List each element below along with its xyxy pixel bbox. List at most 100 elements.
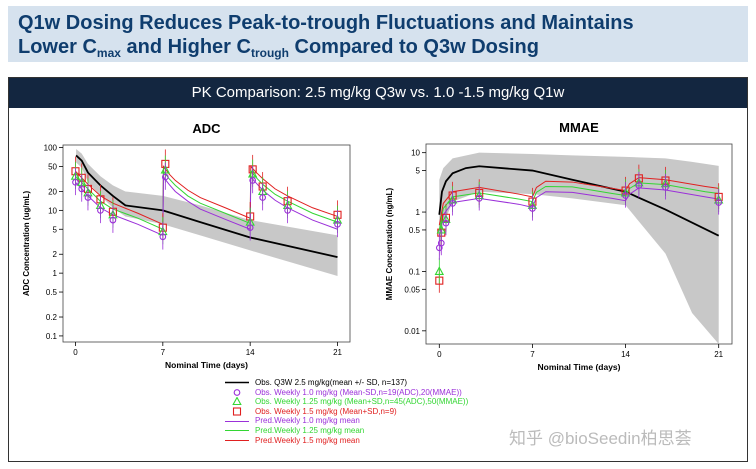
legend-label: Pred.Weekly 1.5 mg/kg mean: [255, 435, 360, 445]
mmae-obs-weekly-1-0-mg-kg-point: [622, 192, 629, 199]
legend-marker-swatch: [232, 407, 242, 416]
adc-y-tick-label: 50: [48, 162, 57, 171]
adc-obs-weekly-1-0-mg-kg-point: [78, 185, 86, 193]
adc-line-pred-weekly-1-0-mg-kg-mean: [75, 175, 338, 237]
adc-obs-weekly-1-0-mg-kg-point: [84, 194, 92, 201]
legend-marker-swatch: [232, 397, 242, 406]
mmae-line-obs-q3w-2-5-mg-kg: [438, 165, 720, 237]
legend-symbol: [233, 389, 241, 396]
mmae-obs-weekly-1-0-mg-kg-point: [437, 239, 445, 247]
mmae-obs-weekly-1-0-mg-kg-point: [449, 200, 456, 207]
adc-x-tick-label: 21: [333, 348, 342, 357]
mmae-x-tick-label: 21: [714, 350, 723, 359]
mmae-y-tick-label: 0.5: [409, 226, 421, 235]
legend-symbol: [232, 397, 242, 406]
adc-y-tick-label: 20: [48, 187, 57, 196]
mmae-y-tick-label: 10: [411, 149, 420, 158]
chart-legend: Obs. Q3W 2.5 mg/kg(mean +/- SD, n=137) Ob…: [225, 378, 468, 445]
adc-x-tick-label: 14: [246, 348, 255, 357]
mmae-obs-weekly-1-0-mg-kg-point: [475, 195, 483, 202]
adc-obs-weekly-1-0-mg-kg-point: [259, 194, 267, 201]
mmae-x-tick-label: 7: [530, 350, 535, 359]
title-text-b: and Higher C: [120, 36, 251, 58]
slide-title: Q1w Dosing Reduces Peak-to-trough Fluctu…: [18, 11, 634, 65]
title-line-1: Q1w Dosing Reduces Peak-to-trough Fluctu…: [18, 12, 634, 34]
legend-symbol: [225, 381, 249, 384]
adc-y-axis-label: ADC Concentration (ug/mL): [22, 191, 31, 297]
adc-obs-weekly-1-0-mg-kg-point: [284, 207, 291, 214]
adc-y-tick-label: 0.1: [46, 332, 58, 341]
mmae-chart-title: MMAE: [559, 120, 599, 135]
legend-entry: Obs. Weekly 1.0 mg/kg (Mean-SD,n=19(ADC)…: [225, 388, 468, 398]
adc-chart: 0 7 14 21 0.1 0.2 0.5 1 2 5 10 20 50 100 ADC Nominal Ti…: [22, 121, 351, 370]
adc-y-tick-label: 1: [53, 269, 58, 278]
adc-x-axis-label: Nominal Time (days): [165, 360, 248, 370]
panel-title: PK Comparison: 2.5 mg/kg Q3w vs. 1.0 -1.…: [9, 78, 747, 108]
mmae-y-tick-label: 0.1: [409, 267, 421, 276]
adc-obs-weekly-1-0-mg-kg-point: [246, 224, 254, 232]
mmae-obs-weekly-1-25-mg-kg-point: [434, 266, 445, 275]
adc-x-tick-label: 0: [73, 348, 78, 357]
legend-symbol: [225, 430, 249, 432]
adc-obs-weekly-1-0-mg-kg-point: [334, 220, 341, 228]
mmae-q3w-sd-band: [439, 152, 719, 344]
adc-obs-weekly-1-0-mg-kg-point: [72, 178, 79, 186]
legend-symbol: [225, 439, 249, 441]
mmae-obs-weekly-1-0-mg-kg-point: [442, 219, 450, 227]
mmae-chart: 0 7 14 21 0.01 0.05 0.1 0.5 1 5 10 MMAE Nominal Time…: [385, 120, 733, 372]
legend-label: Obs. Weekly 1.25 mg/kg (Mean+SD,n=45(ADC…: [255, 397, 469, 407]
mmae-y-tick-label: 0.05: [404, 285, 420, 294]
mmae-line-pred-weekly-1-25-mg-kg-mean: [438, 182, 719, 231]
watermark: 知乎 @bioSeedin柏思荟: [509, 429, 692, 448]
legend-entry: Pred.Weekly 1.5 mg/kg mean: [225, 436, 468, 446]
legend-label: Pred.Weekly 1.25 mg/kg mean: [255, 425, 365, 435]
title-text-c: Compared to Q3w Dosing: [288, 36, 539, 58]
mmae-line-pred-weekly-1-5-mg-kg-mean: [438, 177, 719, 226]
adc-x-tick-label: 7: [161, 348, 166, 357]
title-bar: Q1w Dosing Reduces Peak-to-trough Fluctu…: [8, 6, 748, 62]
mmae-x-axis-label: Nominal Time (days): [538, 362, 621, 372]
adc-obs-weekly-1-0-mg-kg-point: [97, 207, 104, 214]
adc-obs-weekly-1-0-mg-kg-point: [159, 233, 167, 241]
legend-symbol: [232, 407, 242, 416]
adc-line-pred-weekly-1-25-mg-kg-mean: [75, 169, 338, 231]
title-text-a: Lower C: [18, 36, 97, 58]
mmae-x-tick-label: 0: [437, 350, 442, 359]
adc-obs-weekly-1-0-mg-kg-point: [109, 216, 117, 224]
mmae-y-axis-label: MMAE Concentration (ng/mL): [385, 187, 394, 300]
legend-entry: Obs. Weekly 1.5 mg/kg (Mean+SD,n=9): [225, 407, 468, 417]
adc-y-tick-label: 5: [53, 225, 58, 234]
adc-q3w-sd-band: [76, 148, 338, 277]
legend-label: Obs. Weekly 1.0 mg/kg (Mean-SD,n=19(ADC)…: [255, 387, 462, 397]
adc-line-obs-q3w-2-5-mg-kg: [75, 154, 338, 258]
mmae-obs-weekly-1-0-mg-kg-point: [529, 205, 536, 212]
adc-chart-title: ADC: [192, 121, 221, 136]
legend-entry: Pred.Weekly 1.25 mg/kg mean: [225, 426, 468, 436]
legend-entry: Obs. Weekly 1.25 mg/kg (Mean+SD,n=45(ADC…: [225, 397, 468, 407]
legend-label: Obs. Q3W 2.5 mg/kg(mean +/- SD, n=137): [255, 378, 408, 387]
mmae-obs-weekly-1-0-mg-kg-point: [715, 199, 723, 206]
adc-line-pred-weekly-1-5-mg-kg-mean: [75, 165, 338, 226]
legend-label: Pred.Weekly 1.0 mg/kg mean: [255, 416, 360, 426]
legend-label: Obs. Weekly 1.5 mg/kg (Mean+SD,n=9): [255, 406, 397, 416]
adc-plot-area: [70, 148, 343, 277]
legend-marker-swatch: [233, 389, 241, 396]
title-sub-max: max: [96, 46, 121, 60]
legend-entry: Obs. Q3W 2.5 mg/kg(mean +/- SD, n=137): [225, 378, 468, 388]
mmae-line-pred-weekly-1-0-mg-kg-mean: [438, 187, 719, 236]
legend-symbol: [225, 420, 249, 422]
adc-y-tick-label: 100: [44, 144, 58, 153]
mmae-plot-area: [434, 152, 724, 344]
title-line-2: Lower Cmax and Higher Ctrough Compared t…: [18, 35, 634, 65]
legend-entry: Pred.Weekly 1.0 mg/kg mean: [225, 416, 468, 426]
mmae-y-tick-label: 5: [416, 167, 421, 176]
mmae-obs-weekly-1-0-mg-kg-point: [662, 184, 669, 191]
adc-obs-weekly-1-0-mg-kg-point: [161, 173, 169, 181]
title-sub-trough: trough: [250, 46, 289, 60]
adc-y-tick-label: 0.2: [46, 313, 58, 322]
adc-y-tick-label: 2: [53, 250, 58, 259]
adc-obs-weekly-1-0-mg-kg-point: [249, 177, 257, 184]
adc-y-tick-label: 0.5: [46, 288, 58, 297]
mmae-y-tick-label: 1: [416, 208, 421, 217]
